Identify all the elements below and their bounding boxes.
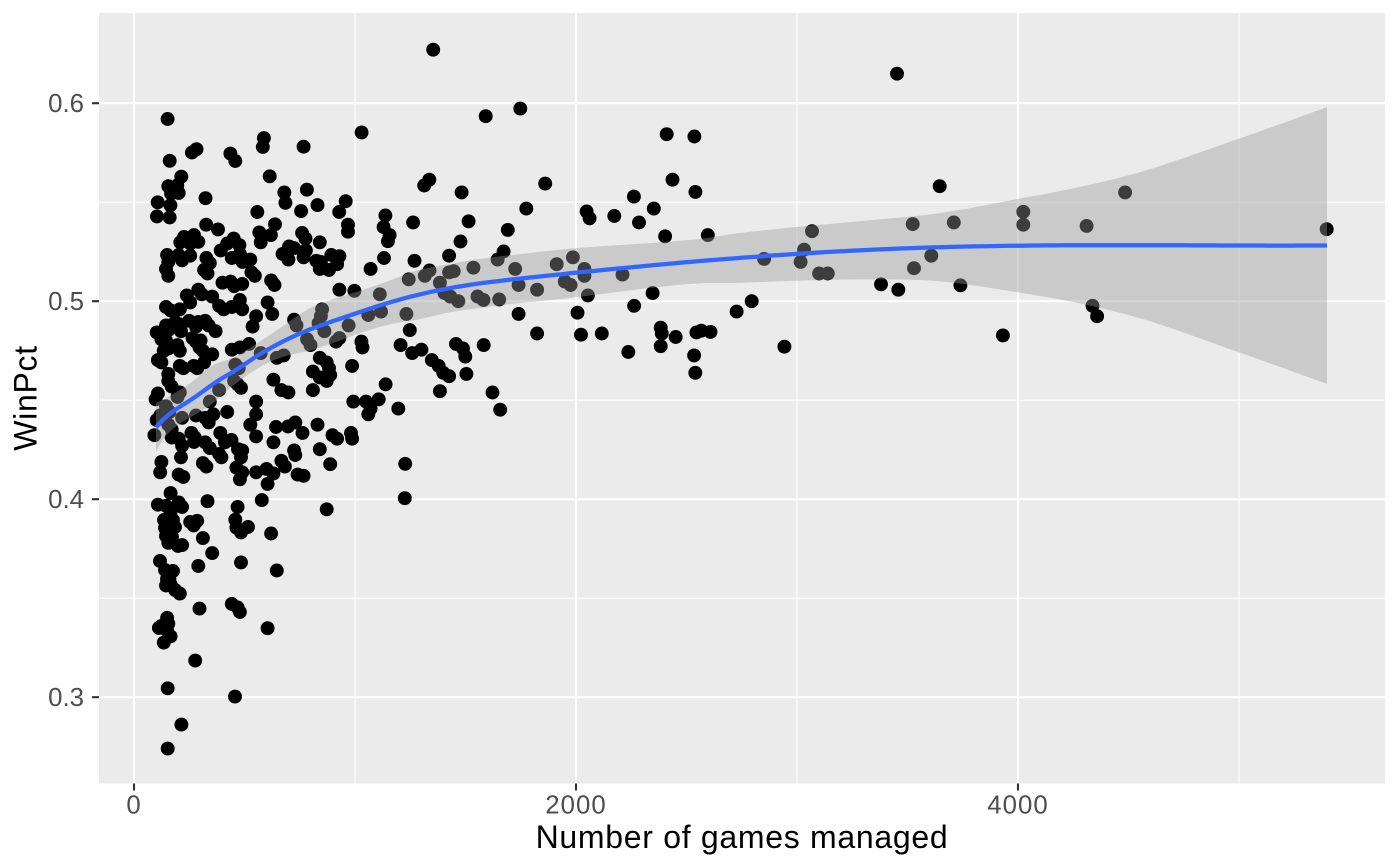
svg-text:0.4: 0.4: [48, 486, 84, 514]
svg-text:Number of games managed: Number of games managed: [536, 819, 949, 855]
svg-text:WinPct: WinPct: [8, 345, 44, 451]
svg-text:0.6: 0.6: [48, 90, 84, 118]
svg-text:0: 0: [126, 792, 141, 820]
svg-text:4000: 4000: [987, 792, 1048, 820]
svg-text:2000: 2000: [545, 792, 606, 820]
svg-text:0.5: 0.5: [48, 288, 84, 316]
svg-text:0.3: 0.3: [48, 684, 84, 712]
